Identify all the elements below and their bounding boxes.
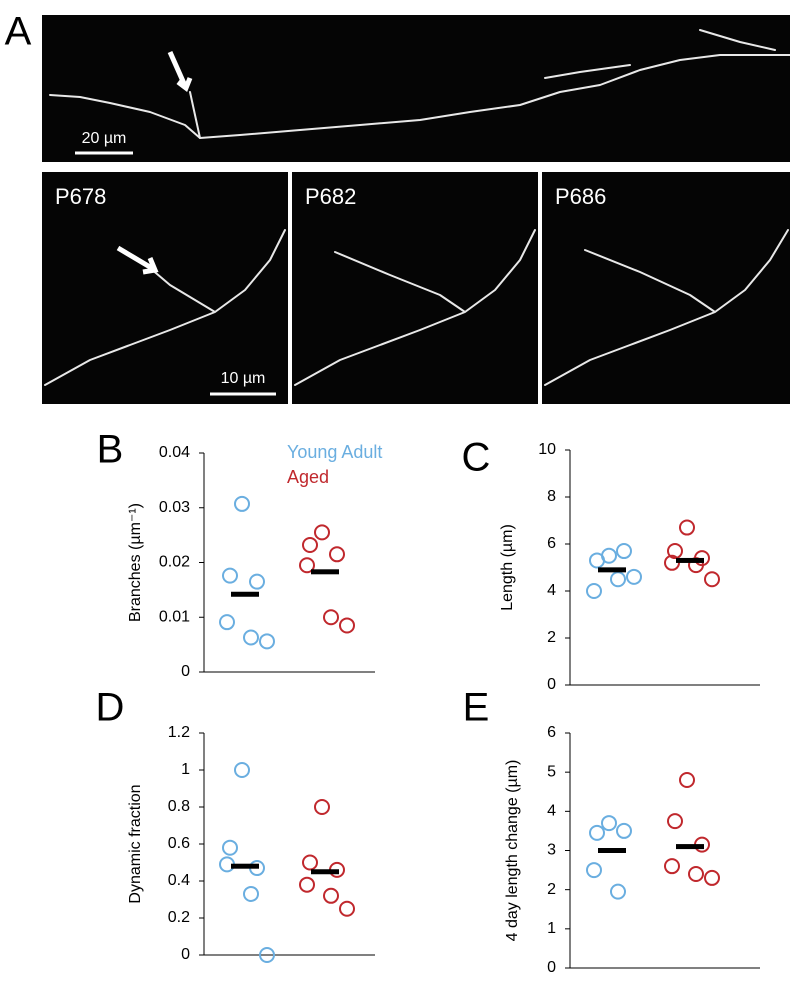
y-tick-label: 0 — [547, 959, 556, 976]
y-tick-label: 0 — [181, 946, 190, 963]
y-tick-label: 8 — [547, 488, 556, 505]
y-tick-label: 6 — [547, 724, 556, 741]
legend-entry: Young Adult — [287, 442, 382, 462]
y-tick-label: 0.6 — [168, 835, 190, 852]
y-axis-label: Length (µm) — [499, 524, 516, 611]
y-tick-label: 1.2 — [168, 724, 190, 741]
y-tick-label: 0 — [547, 676, 556, 693]
point — [610, 883, 626, 900]
y-axis-label: Dynamic fraction — [127, 784, 144, 903]
mean-bar — [676, 557, 704, 563]
point — [586, 583, 602, 599]
point — [589, 552, 605, 569]
point — [704, 571, 720, 588]
y-tick-label: 0.01 — [159, 608, 190, 625]
y-tick-label: 0.4 — [168, 872, 190, 889]
timepoint-label: P678 — [55, 184, 106, 209]
point — [234, 762, 250, 778]
mean-bar — [598, 848, 626, 853]
point — [339, 617, 355, 634]
point — [243, 885, 259, 902]
y-tick-label: 0.04 — [159, 444, 190, 461]
mean-bar — [231, 591, 259, 597]
y-tick-label: 3 — [547, 842, 556, 859]
point — [329, 546, 345, 563]
point — [302, 854, 318, 871]
point — [667, 813, 683, 830]
scale-label: 20 µm — [82, 130, 127, 147]
panel-label: A — [5, 10, 32, 54]
point — [299, 876, 315, 893]
neurite — [544, 229, 789, 386]
y-tick-label: 0.03 — [159, 499, 190, 516]
y-tick-label: 1 — [547, 920, 556, 937]
scale-label: 10 µm — [221, 370, 266, 387]
panel-label: C — [462, 436, 491, 480]
y-tick-label: 0 — [181, 663, 190, 680]
point — [589, 824, 605, 841]
point — [243, 629, 259, 646]
y-tick-label: 6 — [547, 535, 556, 552]
timepoint-label: P686 — [555, 184, 606, 209]
point — [704, 869, 720, 886]
point — [302, 536, 318, 553]
point — [259, 947, 275, 963]
point — [222, 839, 238, 856]
point — [234, 495, 250, 512]
point — [323, 609, 339, 626]
y-tick-label: 4 — [547, 582, 556, 599]
point — [222, 567, 238, 584]
y-tick-label: 10 — [538, 441, 556, 458]
point — [688, 866, 704, 882]
point — [219, 614, 235, 631]
y-tick-label: 5 — [547, 763, 556, 780]
point — [586, 862, 602, 879]
point — [664, 858, 680, 875]
neurite — [49, 54, 790, 139]
point — [679, 519, 695, 536]
point — [299, 557, 315, 574]
arrow — [167, 50, 193, 92]
neurite — [189, 29, 776, 139]
y-tick-label: 0.02 — [159, 554, 190, 571]
legend-entry: Aged — [287, 467, 329, 487]
point — [616, 822, 632, 839]
mean-bar — [598, 567, 626, 573]
neurite — [294, 229, 536, 386]
y-tick-label: 1 — [181, 761, 190, 778]
point — [314, 524, 330, 541]
panel-label: B — [97, 428, 124, 472]
micrograph — [42, 15, 790, 162]
mean-bar — [231, 863, 259, 869]
micrograph — [542, 172, 790, 404]
y-axis-label: Branches (µm⁻¹) — [127, 503, 144, 622]
timepoint-label: P682 — [305, 184, 356, 209]
point — [610, 571, 626, 588]
point — [667, 543, 683, 560]
arrow — [116, 245, 159, 275]
point — [339, 900, 355, 917]
y-axis-label: 4 day length change (µm) — [504, 760, 521, 942]
y-tick-label: 2 — [547, 881, 556, 898]
point — [323, 887, 339, 904]
y-tick-label: 4 — [547, 803, 556, 820]
mean-bar — [311, 869, 339, 875]
neurite — [44, 229, 286, 386]
point — [314, 799, 330, 815]
y-tick-label: 0.8 — [168, 798, 190, 815]
y-tick-label: 2 — [547, 629, 556, 646]
y-tick-label: 0.2 — [168, 909, 190, 926]
point — [626, 568, 642, 585]
point — [616, 543, 632, 560]
panel-label: D — [96, 686, 125, 730]
point — [249, 573, 265, 590]
mean-bar — [311, 569, 339, 575]
point — [259, 633, 275, 650]
mean-bar — [676, 844, 704, 850]
point — [601, 815, 617, 832]
point — [679, 772, 695, 788]
panel-label: E — [463, 686, 490, 730]
